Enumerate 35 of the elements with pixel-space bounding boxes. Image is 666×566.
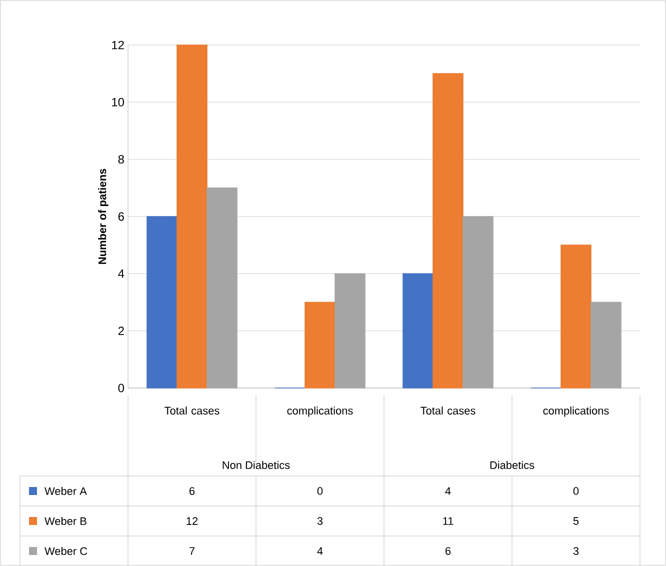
x-tick-label: complications [543,406,609,417]
y-tick-label: 6 [118,212,124,221]
data-label: 6 [190,487,195,495]
y-tick-label: 0 [118,384,124,392]
data-label: 0 [317,487,323,495]
y-tick-label: 10 [112,98,124,106]
data-label: 5 [573,517,579,525]
legend-label: Weber C [44,546,88,556]
data-label: 11 [443,517,454,525]
x-tick-label: Total cases [164,406,220,415]
text: Non Diabetics [222,460,290,470]
y-tick-label: 4 [118,270,124,278]
data-label: 4 [445,487,451,495]
data-label: 4 [317,547,323,555]
x-tick-label: complications [287,406,353,417]
y-axis-title: Number of patiens [98,168,108,264]
data-label: 0 [573,487,579,495]
bar [146,216,178,388]
y-tick-label: 8 [118,155,124,164]
bar [432,73,464,388]
y-tick-label: 12 [112,40,124,50]
legend-label: Weber B [44,516,86,526]
bar [402,273,434,388]
data-label: 3 [317,517,323,525]
bar [304,302,336,388]
bar [560,244,592,388]
y-tick-label: 2 [118,326,124,336]
text: Diabetics [490,460,534,470]
data-label: 6 [446,547,451,555]
data-label: 3 [573,547,579,555]
bar [176,44,208,388]
x-tick-label: Total cases [420,406,476,415]
legend-label: Weber A [44,486,87,496]
data-label: 7 [190,547,194,555]
data-label: 12 [186,517,198,525]
